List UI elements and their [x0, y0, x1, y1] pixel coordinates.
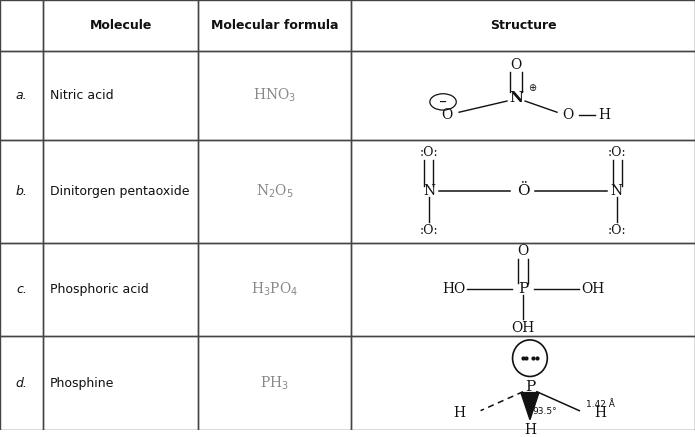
Bar	[0, 243, 43, 336]
Text: P: P	[518, 282, 528, 296]
Polygon shape	[521, 392, 539, 420]
Text: :O:: :O:	[420, 224, 439, 236]
Bar	[198, 243, 351, 336]
Text: H: H	[594, 406, 606, 420]
Text: N: N	[509, 90, 523, 104]
Text: H: H	[598, 108, 610, 122]
Text: PH$_3$: PH$_3$	[260, 375, 289, 392]
Text: b.: b.	[15, 185, 28, 198]
Text: P: P	[525, 381, 535, 395]
Text: c.: c.	[16, 283, 27, 296]
Text: H: H	[524, 423, 536, 437]
Text: N: N	[423, 184, 435, 198]
Text: 93.5°: 93.5°	[532, 407, 557, 416]
Text: O: O	[441, 108, 452, 122]
Text: OH: OH	[581, 282, 604, 296]
Bar	[351, 243, 695, 336]
Text: :O:: :O:	[607, 146, 626, 159]
Text: Nitric acid: Nitric acid	[50, 89, 114, 102]
Text: Ö: Ö	[516, 184, 530, 198]
Text: O: O	[517, 244, 529, 258]
Bar	[351, 51, 695, 140]
Text: 1.42 Å: 1.42 Å	[585, 400, 614, 409]
Bar	[43, 140, 198, 243]
Bar	[43, 0, 198, 51]
Bar	[351, 140, 695, 243]
Text: N: N	[611, 184, 623, 198]
Text: −: −	[439, 97, 447, 107]
Text: :O:: :O:	[420, 146, 439, 159]
Bar	[0, 51, 43, 140]
Text: OH: OH	[512, 321, 534, 335]
Bar	[198, 51, 351, 140]
Bar	[43, 51, 198, 140]
Text: Molecular formula: Molecular formula	[211, 19, 338, 32]
Text: HNO$_3$: HNO$_3$	[253, 87, 296, 104]
Bar	[351, 0, 695, 51]
Bar	[43, 336, 198, 430]
Text: :O:: :O:	[607, 224, 626, 236]
Text: ⊕: ⊕	[528, 83, 536, 93]
Text: Phosphoric acid: Phosphoric acid	[50, 283, 149, 296]
Text: Molecule: Molecule	[90, 19, 152, 32]
Bar	[0, 336, 43, 430]
Bar	[0, 140, 43, 243]
Text: a.: a.	[16, 89, 27, 102]
Bar	[198, 0, 351, 51]
Text: O: O	[562, 108, 574, 122]
Bar	[198, 336, 351, 430]
Bar	[0, 0, 43, 51]
Text: HO: HO	[442, 282, 465, 296]
Text: d.: d.	[15, 377, 28, 390]
Bar	[43, 243, 198, 336]
Text: H$_3$PO$_4$: H$_3$PO$_4$	[251, 281, 298, 298]
Text: Dinitorgen pentaoxide: Dinitorgen pentaoxide	[50, 185, 190, 198]
Text: O: O	[510, 59, 522, 73]
Bar	[351, 336, 695, 430]
Text: N$_2$O$_5$: N$_2$O$_5$	[256, 183, 293, 200]
Text: Phosphine: Phosphine	[50, 377, 115, 390]
Bar	[198, 140, 351, 243]
Text: H: H	[454, 406, 466, 420]
Text: Structure: Structure	[490, 19, 556, 32]
